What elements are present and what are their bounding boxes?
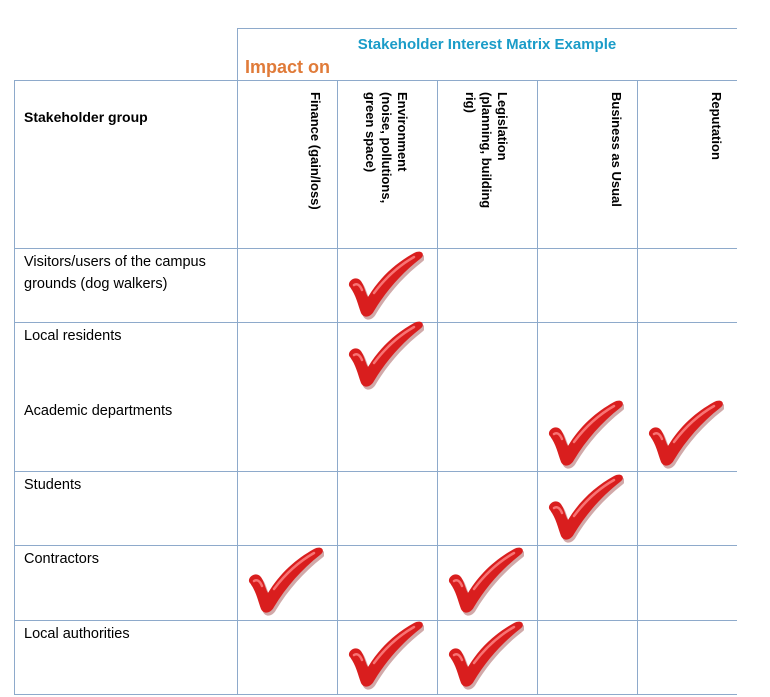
stakeholder-column-header: Stakeholder group [24, 109, 148, 125]
column-header-environment: Environment (noise, pollutions, green sp… [363, 92, 410, 204]
grid-line [14, 248, 737, 249]
grid-line [14, 694, 737, 695]
column-header-legislation: Legislation (planning, building rig) [463, 92, 510, 209]
checkmark-icon [444, 617, 525, 691]
row-label-local-authorities: Local authorities [24, 626, 130, 642]
row-label-visitors: Visitors/users of the campus grounds (do… [24, 254, 206, 292]
row-label-students: Students [24, 477, 82, 493]
row-label-academic: Academic departments [24, 403, 173, 419]
grid-line [237, 28, 238, 694]
row-label-contractors: Contractors [24, 551, 99, 567]
grid-line [237, 28, 737, 29]
column-header-finance: Finance (gain/loss) [308, 92, 323, 210]
grid-line [537, 80, 538, 694]
checkmark-icon [344, 317, 425, 391]
grid-line [337, 80, 338, 694]
grid-line [637, 80, 638, 694]
checkmark-icon [344, 247, 425, 321]
checkmark-icon [444, 543, 525, 617]
checkmark-icon [244, 543, 325, 617]
grid-line [14, 545, 737, 546]
grid-line [14, 322, 737, 323]
checkmark-icon [544, 396, 625, 470]
grid-line [14, 620, 737, 621]
column-header-reputation: Reputation [709, 92, 724, 160]
row-label-local-residents: Local residents [24, 328, 122, 344]
column-header-business: Business as Usual [609, 92, 624, 207]
checkmark-icon [644, 396, 725, 470]
page-title: Stakeholder Interest Matrix Example [357, 36, 617, 53]
grid-line [437, 80, 438, 694]
grid-line [14, 471, 737, 472]
impact-subtitle: Impact on [245, 57, 331, 77]
grid-line [14, 80, 15, 694]
checkmark-icon [344, 617, 425, 691]
grid-line [14, 80, 737, 81]
checkmark-icon [544, 470, 625, 544]
